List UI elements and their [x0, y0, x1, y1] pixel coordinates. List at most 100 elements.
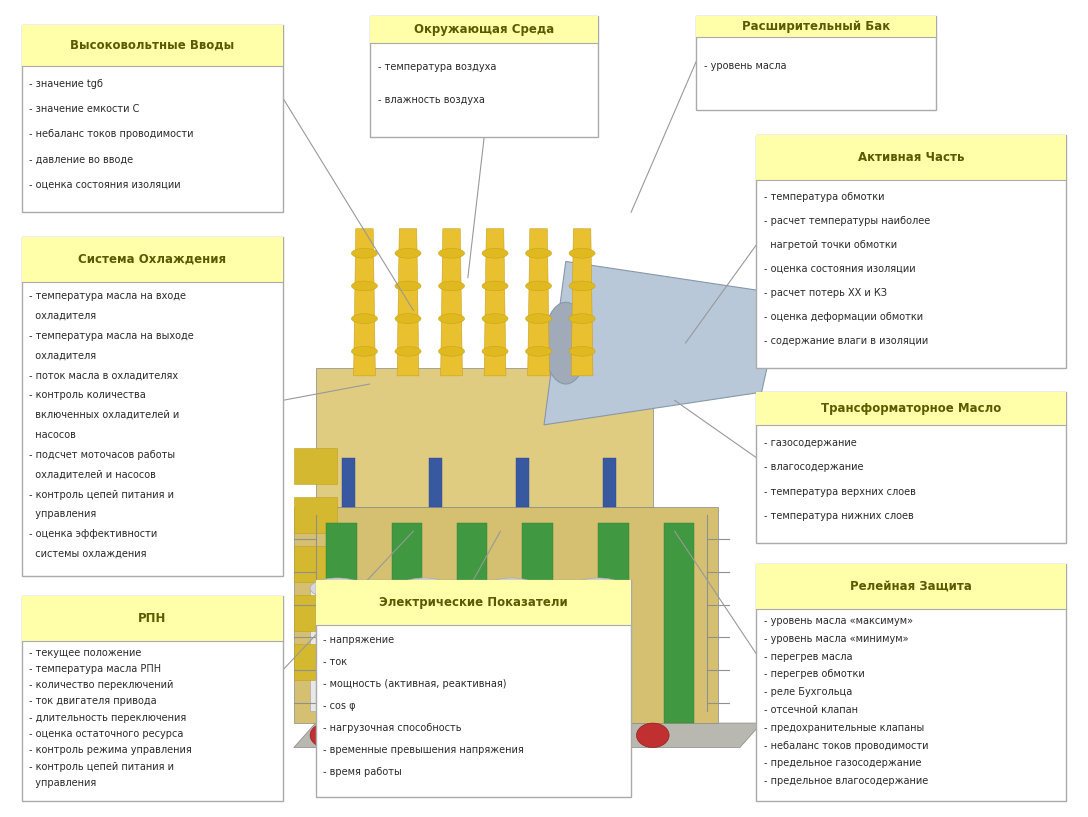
Text: управления: управления — [29, 778, 97, 788]
Ellipse shape — [395, 248, 421, 258]
FancyBboxPatch shape — [22, 596, 283, 641]
Text: - контроль цепей питания и: - контроль цепей питания и — [29, 489, 174, 499]
Polygon shape — [342, 458, 355, 507]
Text: - оценка деформации обмотки: - оценка деформации обмотки — [764, 312, 923, 322]
Ellipse shape — [569, 346, 595, 356]
FancyBboxPatch shape — [756, 392, 1066, 543]
Text: - ток: - ток — [323, 658, 347, 667]
Text: - мощность (активная, реактивная): - мощность (активная, реактивная) — [323, 680, 507, 690]
Circle shape — [636, 723, 669, 748]
Text: - текущее положение: - текущее положение — [29, 648, 141, 658]
Text: охладителя: охладителя — [29, 310, 97, 320]
Text: - уровень масла: - уровень масла — [704, 60, 787, 70]
Text: системы охлаждения: системы охлаждения — [29, 549, 147, 559]
Text: - перегрев обмотки: - перегрев обмотки — [764, 669, 865, 680]
FancyBboxPatch shape — [756, 392, 1066, 426]
FancyBboxPatch shape — [756, 564, 1066, 609]
Ellipse shape — [526, 346, 552, 356]
Ellipse shape — [351, 314, 378, 324]
Polygon shape — [441, 229, 462, 376]
Polygon shape — [598, 523, 629, 723]
Text: - предельное влагосодержание: - предельное влагосодержание — [764, 776, 928, 786]
Polygon shape — [522, 523, 553, 723]
Ellipse shape — [438, 248, 465, 258]
Text: Электрические Показатели: Электрические Показатели — [379, 596, 568, 609]
FancyBboxPatch shape — [370, 16, 598, 43]
Text: - расчет потерь ХХ и КЗ: - расчет потерь ХХ и КЗ — [764, 288, 887, 298]
Text: - нагрузочная способность: - нагрузочная способность — [323, 723, 461, 734]
Ellipse shape — [482, 314, 508, 324]
Polygon shape — [429, 458, 442, 507]
Polygon shape — [354, 229, 375, 376]
Text: - значение емкости С: - значение емкости С — [29, 104, 139, 114]
FancyBboxPatch shape — [22, 596, 283, 801]
Ellipse shape — [438, 314, 465, 324]
Text: - температура обмотки: - температура обмотки — [764, 192, 885, 202]
Polygon shape — [484, 229, 506, 376]
Polygon shape — [484, 588, 539, 711]
Text: - уровень масла «минимум»: - уровень масла «минимум» — [764, 634, 908, 644]
FancyBboxPatch shape — [696, 16, 936, 110]
Polygon shape — [392, 523, 422, 723]
Text: охладителя: охладителя — [29, 350, 97, 360]
FancyBboxPatch shape — [370, 16, 598, 137]
Ellipse shape — [438, 346, 465, 356]
Text: - оценка остаточного ресурса: - оценка остаточного ресурса — [29, 729, 184, 739]
Circle shape — [441, 723, 473, 748]
Text: - температура масла РПН: - температура масла РПН — [29, 664, 161, 674]
Text: Система Охлаждения: Система Охлаждения — [78, 253, 226, 266]
Text: - контроль цепей питания и: - контроль цепей питания и — [29, 761, 174, 771]
Polygon shape — [571, 588, 626, 711]
Polygon shape — [397, 229, 419, 376]
Text: - ток двигателя привода: - ток двигателя привода — [29, 697, 157, 707]
Text: - реле Бухгольца: - реле Бухгольца — [764, 687, 852, 697]
Ellipse shape — [569, 314, 595, 324]
Polygon shape — [294, 595, 337, 631]
Ellipse shape — [351, 281, 378, 291]
Ellipse shape — [482, 346, 508, 356]
Text: - небаланс токов проводимости: - небаланс токов проводимости — [764, 740, 928, 751]
Text: - cos φ: - cos φ — [323, 701, 356, 712]
Text: - контроль количества: - контроль количества — [29, 391, 146, 400]
Text: - предельное газосодержание: - предельное газосодержание — [764, 758, 922, 768]
Text: Высоковольтные Вводы: Высоковольтные Вводы — [71, 38, 234, 51]
Text: - напряжение: - напряжение — [323, 636, 394, 645]
Ellipse shape — [526, 314, 552, 324]
Polygon shape — [516, 458, 529, 507]
Text: - оценка состояния изоляции: - оценка состояния изоляции — [29, 180, 181, 190]
Ellipse shape — [438, 281, 465, 291]
FancyBboxPatch shape — [22, 25, 283, 212]
Text: насосов: насосов — [29, 430, 76, 440]
FancyBboxPatch shape — [756, 135, 1066, 180]
Ellipse shape — [395, 346, 421, 356]
Text: охладителей и насосов: охладителей и насосов — [29, 470, 157, 480]
Text: включенных охладителей и: включенных охладителей и — [29, 410, 180, 420]
Polygon shape — [397, 588, 452, 711]
Text: - расчет температуры наиболее: - расчет температуры наиболее — [764, 216, 930, 225]
FancyBboxPatch shape — [756, 135, 1066, 368]
Circle shape — [310, 723, 343, 748]
Polygon shape — [326, 523, 357, 723]
Ellipse shape — [571, 578, 626, 598]
Text: - уровень масла «максимум»: - уровень масла «максимум» — [764, 616, 913, 626]
Ellipse shape — [397, 578, 452, 598]
Text: нагретой точки обмотки: нагретой точки обмотки — [764, 239, 897, 250]
Ellipse shape — [569, 281, 595, 291]
Text: - влагосодержание: - влагосодержание — [764, 462, 863, 472]
Polygon shape — [294, 507, 718, 723]
Text: - длительность переключения: - длительность переключения — [29, 712, 187, 723]
Text: - подсчет моточасов работы: - подсчет моточасов работы — [29, 450, 175, 460]
Ellipse shape — [482, 281, 508, 291]
Text: - оценка состояния изоляции: - оценка состояния изоляции — [764, 264, 915, 274]
Ellipse shape — [526, 248, 552, 258]
Text: - температура масла на выходе: - температура масла на выходе — [29, 331, 194, 341]
FancyBboxPatch shape — [22, 25, 283, 66]
Text: Релейная Защита: Релейная Защита — [850, 580, 973, 592]
Text: - значение tgб: - значение tgб — [29, 78, 103, 88]
Polygon shape — [603, 458, 616, 507]
Text: - небаланс токов проводимости: - небаланс токов проводимости — [29, 129, 194, 139]
Polygon shape — [316, 368, 653, 507]
FancyBboxPatch shape — [756, 564, 1066, 801]
Ellipse shape — [310, 578, 364, 598]
Ellipse shape — [395, 281, 421, 291]
